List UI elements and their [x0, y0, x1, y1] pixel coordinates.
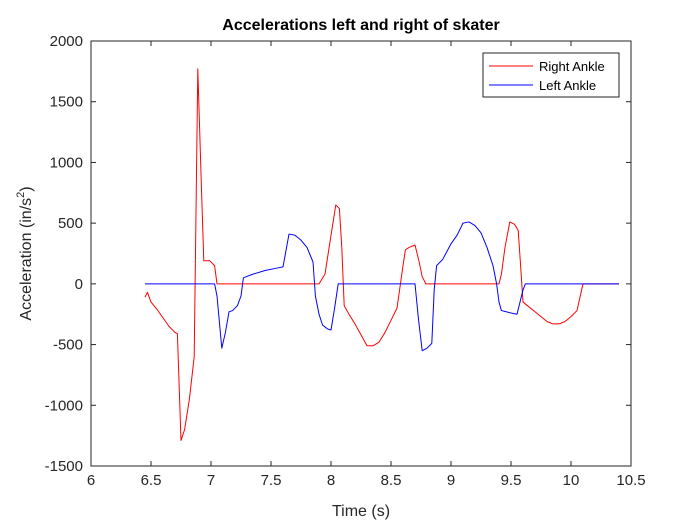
y-tick-label: 0 [75, 276, 83, 293]
y-axis-label-superscript: 2 [15, 192, 27, 198]
plot-area [91, 41, 631, 466]
legend-label-left-ankle: Left Ankle [539, 78, 596, 93]
y-tick-label: -1000 [45, 397, 83, 414]
y-tick-label: 1500 [50, 94, 83, 111]
y-axis-ticks: -1500 -1000 -500 0 500 1000 1500 2000 [45, 33, 631, 475]
chart-title: Accelerations left and right of skater [222, 17, 499, 34]
x-tick-label: 8 [327, 472, 335, 489]
axes-box [90, 40, 632, 467]
x-tick-label: 7 [207, 472, 215, 489]
legend-box [482, 52, 620, 98]
x-tick-label: 10.5 [616, 472, 645, 489]
y-tick-label: 1000 [50, 154, 83, 171]
y-tick-label: -1500 [45, 458, 83, 475]
x-axis-ticks: 6 6.5 7 7.5 8 8.5 9 9.5 10 10.5 [87, 41, 646, 489]
legend-label-right-ankle: Right Ankle [539, 59, 605, 74]
series-line-left-ankle [145, 221, 619, 352]
x-axis-label: Time (s) [332, 503, 390, 520]
y-axis-label-main: Acceleration (in/s [18, 198, 35, 321]
y-axis-label: Acceleration (in/s2) [15, 186, 35, 320]
y-tick-label: 2000 [50, 33, 83, 50]
x-tick-label: 9 [447, 472, 455, 489]
x-tick-label: 6 [87, 472, 95, 489]
x-tick-label: 8.5 [381, 472, 402, 489]
legend: Right Ankle Left Ankle [482, 52, 620, 98]
y-tick-label: 500 [58, 215, 83, 232]
series-layer [144, 68, 619, 441]
y-axis-label-tail: ) [18, 186, 35, 191]
x-tick-label: 9.5 [501, 472, 522, 489]
series-line-right-ankle [144, 68, 619, 441]
y-tick-label: -500 [53, 337, 83, 354]
x-tick-label: 7.5 [261, 472, 282, 489]
x-tick-label: 6.5 [141, 472, 162, 489]
x-tick-label: 10 [563, 472, 580, 489]
